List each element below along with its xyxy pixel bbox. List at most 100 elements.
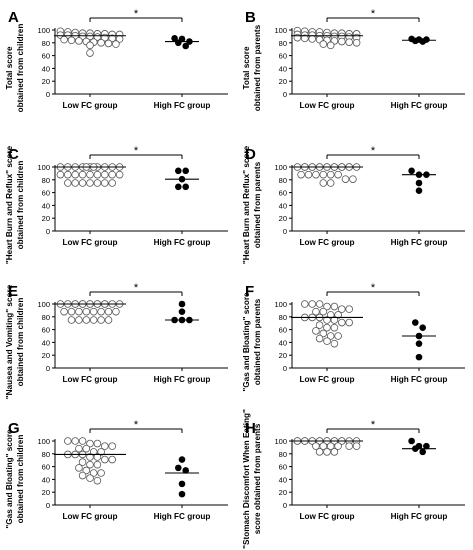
y-tick-label: 60	[42, 189, 50, 198]
data-point-low-fc	[345, 442, 353, 450]
data-point-low-fc	[301, 300, 309, 308]
y-axis-label: obtained from children	[16, 161, 25, 250]
data-point-low-fc	[101, 179, 109, 187]
data-point-low-fc	[315, 300, 324, 308]
significance-marker: *	[134, 145, 139, 157]
data-point-low-fc	[108, 442, 116, 450]
y-tick-label: 0	[283, 364, 287, 373]
panel-label: B	[245, 9, 256, 26]
data-point-low-fc	[319, 40, 328, 48]
data-point-low-fc	[323, 448, 331, 456]
data-point-low-fc	[75, 444, 83, 453]
panel-label: E	[8, 283, 18, 300]
data-point-low-fc	[86, 179, 94, 187]
y-tick-label: 60	[42, 52, 50, 61]
data-point-high-fc	[415, 340, 423, 347]
y-tick-label: 0	[46, 501, 50, 510]
data-point-high-fc	[175, 167, 182, 175]
data-point-low-fc	[349, 175, 357, 183]
y-tick-label: 40	[42, 338, 50, 347]
data-point-low-fc	[352, 38, 361, 47]
data-point-high-fc	[178, 456, 186, 463]
data-point-low-fc	[334, 332, 342, 340]
y-tick-label: 40	[42, 64, 50, 73]
y-axis-label: "Nausea and Vomiting" score	[5, 284, 14, 399]
x-tick-label: High FC group	[154, 101, 211, 110]
data-point-low-fc	[352, 442, 361, 450]
y-axis-label: "Gas and Bloating" score	[242, 292, 251, 392]
data-point-low-fc	[312, 327, 320, 335]
y-tick-label: 60	[279, 463, 287, 472]
data-point-low-fc	[71, 170, 79, 179]
data-point-low-fc	[86, 474, 94, 482]
y-tick-label: 40	[42, 475, 50, 484]
data-point-low-fc	[115, 170, 124, 179]
y-tick-label: 0	[46, 227, 50, 236]
x-tick-label: High FC group	[391, 101, 448, 110]
y-tick-label: 60	[279, 326, 287, 335]
data-point-high-fc	[419, 324, 426, 331]
y-axis-label: obtained from children	[16, 24, 25, 113]
data-point-low-fc	[108, 455, 116, 464]
panel-f: F"Gas and Bloating" score obtained from p…	[242, 282, 465, 392]
data-point-low-fc	[323, 302, 331, 311]
y-axis-label: "Heart Burn and Reflux" score	[5, 145, 14, 264]
data-point-low-fc	[97, 469, 105, 477]
data-point-high-fc	[415, 179, 423, 187]
data-point-high-fc	[175, 183, 182, 191]
data-point-low-fc	[319, 307, 328, 316]
data-point-low-fc	[323, 323, 331, 332]
data-point-low-fc	[93, 179, 102, 187]
y-tick-label: 20	[279, 77, 287, 86]
y-tick-label: 80	[42, 176, 50, 185]
data-point-low-fc	[89, 448, 98, 456]
data-point-low-fc	[97, 38, 105, 47]
y-tick-label: 60	[279, 52, 287, 61]
y-tick-label: 20	[279, 488, 287, 497]
y-axis-label: obtained from children	[16, 298, 25, 387]
data-point-high-fc	[182, 467, 189, 474]
y-tick-label: 100	[274, 26, 287, 35]
data-point-low-fc	[330, 316, 339, 324]
panel-label: G	[8, 420, 20, 437]
data-point-low-fc	[330, 323, 339, 332]
y-axis-label: Total score	[242, 46, 251, 90]
y-tick-label: 80	[279, 176, 287, 185]
x-tick-label: Low FC group	[299, 375, 354, 384]
panel-h: H"Stomach Discomfort When Eating" score o…	[242, 409, 465, 549]
data-point-low-fc	[60, 35, 68, 44]
data-point-low-fc	[64, 170, 72, 179]
y-tick-label: 20	[279, 214, 287, 223]
data-point-high-fc	[408, 437, 415, 445]
data-point-low-fc	[75, 316, 83, 324]
significance-marker: *	[134, 8, 139, 20]
data-point-low-fc	[338, 37, 346, 46]
data-point-low-fc	[330, 302, 339, 311]
data-point-high-fc	[178, 480, 186, 488]
data-point-low-fc	[319, 170, 328, 179]
y-axis-label: obtained from parents	[253, 161, 262, 248]
data-point-low-fc	[326, 311, 335, 319]
data-point-low-fc	[312, 442, 320, 450]
data-point-low-fc	[304, 170, 313, 179]
panel-g: G"Gas and Bloating" score obtained from c…	[5, 419, 228, 529]
y-axis-label: Total score	[5, 46, 14, 90]
data-point-high-fc	[182, 42, 189, 50]
x-tick-label: Low FC group	[62, 101, 117, 110]
data-point-low-fc	[71, 179, 79, 187]
y-tick-label: 100	[274, 437, 287, 446]
y-tick-label: 20	[42, 488, 50, 497]
data-point-low-fc	[89, 307, 98, 316]
data-point-low-fc	[315, 334, 324, 343]
y-tick-label: 40	[279, 338, 287, 347]
y-axis-label: "Heart Burn and Reflux" score	[242, 145, 251, 264]
data-point-low-fc	[64, 437, 72, 445]
significance-marker: *	[134, 419, 139, 431]
panel-b: B Total score obtained from parents 0 20 40 60…	[242, 8, 465, 111]
data-point-low-fc	[112, 307, 120, 316]
data-point-low-fc	[334, 442, 342, 450]
y-tick-label: 0	[283, 90, 287, 99]
data-point-low-fc	[75, 37, 83, 45]
y-tick-label: 20	[42, 351, 50, 360]
data-point-low-fc	[78, 471, 87, 480]
